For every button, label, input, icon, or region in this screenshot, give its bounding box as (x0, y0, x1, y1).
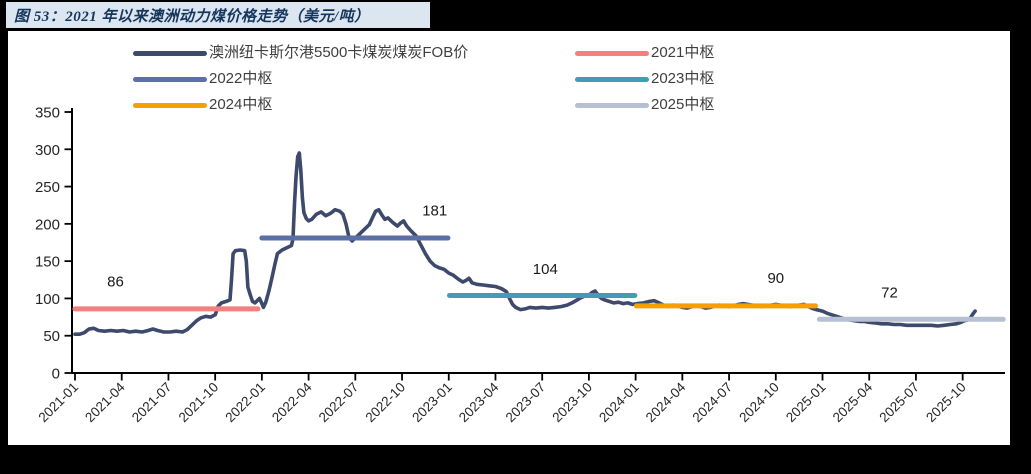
x-tick-label: 2025-07 (876, 380, 922, 426)
legend-label-2023-center: 2023中枢 (651, 70, 715, 87)
x-tick-label: 2021-10 (176, 380, 222, 426)
annotation-104: 104 (533, 261, 558, 278)
legend-dash-2021-center (575, 50, 649, 56)
x-tick-label: 2022-07 (316, 380, 362, 426)
y-tick-label: 200 (35, 216, 60, 233)
legend-dash-2024-center (133, 102, 207, 108)
y-tick-label: 0 (52, 366, 60, 383)
x-tick-label: 2025-04 (830, 379, 876, 425)
figure-title: 图 53：2021 年以来澳洲动力煤价格走势（美元/吨） (14, 8, 370, 25)
x-tick-label: 2022-01 (222, 380, 268, 426)
x-tick-label: 2021-01 (35, 380, 81, 426)
annotation-86: 86 (107, 273, 124, 290)
legend-dash-2025-center (575, 102, 649, 108)
legend-item-2025-center: 2025中枢 (575, 95, 714, 115)
chart-panel: 0 50 100 150 200 250 300 350 2021-01 2021-04 2021-… (8, 31, 1010, 445)
x-tick-label: 2021-04 (82, 379, 128, 425)
annotation-181: 181 (422, 203, 447, 220)
legend-label-2022-center: 2022中枢 (209, 70, 273, 87)
legend-label-2021-center: 2021中枢 (651, 44, 715, 61)
x-tick-label: 2023-10 (549, 380, 595, 426)
legend-item-2024-center: 2024中枢 (133, 95, 272, 115)
x-tick-label: 2024-10 (736, 380, 782, 426)
legend-item-2023-center: 2023中枢 (575, 69, 714, 89)
center-lines (72, 235, 1006, 322)
y-tick-label: 150 (35, 254, 60, 271)
y-tick-label: 300 (35, 142, 60, 159)
y-tick-label: 250 (35, 179, 60, 196)
x-tick-label: 2025-10 (923, 380, 969, 426)
y-tick-label: 50 (43, 328, 60, 345)
annotations: 86 181 104 90 72 (107, 203, 898, 302)
legend-dash-2023-center (575, 76, 649, 82)
x-tick-label: 2024-07 (690, 380, 736, 426)
x-axis-ticks: 2021-01 2021-04 2021-07 2021-10 2022-01 2022-… (35, 373, 969, 426)
legend-label-2025-center: 2025中枢 (651, 96, 715, 113)
x-tick-label: 2022-10 (363, 380, 409, 426)
legend-item-2021-center: 2021中枢 (575, 43, 714, 63)
axes (71, 108, 1005, 374)
x-tick-label: 2022-04 (269, 379, 315, 425)
y-axis-ticks: 0 50 100 150 200 250 300 350 (35, 105, 72, 383)
x-tick-label: 2023-04 (456, 379, 502, 425)
x-tick-label: 2023-07 (503, 380, 549, 426)
legend-item-fob-price: 澳洲纽卡斯尔港5500卡煤炭煤炭FOB价 (133, 43, 468, 63)
x-tick-label: 2024-04 (643, 379, 689, 425)
x-tick-label: 2024-01 (596, 380, 642, 426)
legend-label-2024-center: 2024中枢 (209, 96, 273, 113)
figure-title-bar: 图 53：2021 年以来澳洲动力煤价格走势（美元/吨） (6, 2, 430, 28)
y-tick-label: 100 (35, 291, 60, 308)
x-tick-label: 2023-01 (409, 380, 455, 426)
legend-label-fob-price: 澳洲纽卡斯尔港5500卡煤炭煤炭FOB价 (209, 44, 469, 61)
x-tick-label: 2025-01 (783, 380, 829, 426)
annotation-90: 90 (767, 270, 784, 287)
x-tick-label: 2021-07 (129, 380, 175, 426)
annotation-72: 72 (881, 285, 898, 302)
legend-dash-2022-center (133, 76, 207, 82)
legend-item-2022-center: 2022中枢 (133, 69, 272, 89)
legend-dash-fob-price (133, 50, 207, 56)
y-tick-label: 350 (35, 105, 60, 122)
